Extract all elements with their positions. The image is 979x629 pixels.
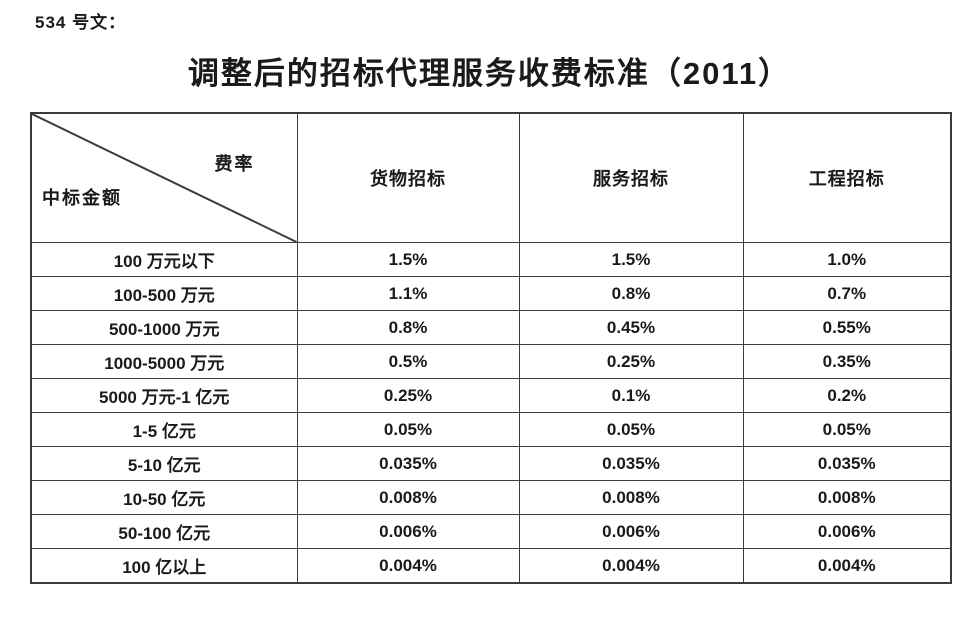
cell-goods-rate: 0.25% [296, 378, 520, 413]
cell-works-rate: 0.035% [742, 446, 952, 481]
row-label: 500-1000 万元 [30, 310, 298, 345]
cell-service-rate: 0.008% [518, 480, 744, 515]
table-row: 1-5 亿元 0.05% 0.05% 0.05% [30, 412, 952, 447]
table-row: 1000-5000 万元 0.5% 0.25% 0.35% [30, 344, 952, 379]
column-header-service: 服务招标 [518, 112, 744, 243]
cell-service-rate: 0.45% [518, 310, 744, 345]
table-row: 50-100 亿元 0.006% 0.006% 0.006% [30, 514, 952, 549]
cell-goods-rate: 0.035% [296, 446, 520, 481]
table-row: 100 万元以下 1.5% 1.5% 1.0% [30, 242, 952, 277]
cell-goods-rate: 1.1% [296, 276, 520, 311]
row-label: 50-100 亿元 [30, 514, 298, 549]
cell-works-rate: 1.0% [742, 242, 952, 277]
table-row: 10-50 亿元 0.008% 0.008% 0.008% [30, 480, 952, 515]
cell-service-rate: 0.25% [518, 344, 744, 379]
cell-works-rate: 0.2% [742, 378, 952, 413]
cell-works-rate: 0.004% [742, 548, 952, 584]
corner-label-amount: 中标金额 [42, 188, 122, 208]
row-label: 5-10 亿元 [30, 446, 298, 481]
column-header-works: 工程招标 [742, 112, 952, 243]
cell-goods-rate: 0.006% [296, 514, 520, 549]
cell-service-rate: 1.5% [518, 242, 744, 277]
doc-number-label: 534 号文： [35, 13, 127, 32]
cell-service-rate: 0.006% [518, 514, 744, 549]
row-label: 100-500 万元 [30, 276, 298, 311]
row-label: 1-5 亿元 [30, 412, 298, 447]
row-label: 5000 万元-1 亿元 [30, 378, 298, 413]
fee-rate-table: 费率 中标金额 货物招标 服务招标 工程招标 100 万元以下 1.5% 1.5… [30, 112, 952, 584]
cell-works-rate: 0.05% [742, 412, 952, 447]
cell-service-rate: 0.8% [518, 276, 744, 311]
table-row: 500-1000 万元 0.8% 0.45% 0.55% [30, 310, 952, 345]
cell-goods-rate: 0.004% [296, 548, 520, 584]
diagonal-divider-line [32, 114, 297, 242]
cell-goods-rate: 0.5% [296, 344, 520, 379]
cell-goods-rate: 0.8% [296, 310, 520, 345]
cell-goods-rate: 0.05% [296, 412, 520, 447]
row-label: 100 亿以上 [30, 548, 298, 584]
corner-label-rate: 费率 [214, 154, 255, 174]
cell-works-rate: 0.7% [742, 276, 952, 311]
table-row: 5000 万元-1 亿元 0.25% 0.1% 0.2% [30, 378, 952, 413]
cell-works-rate: 0.35% [742, 344, 952, 379]
cell-goods-rate: 0.008% [296, 480, 520, 515]
row-label: 100 万元以下 [30, 242, 298, 277]
table-header-row: 费率 中标金额 货物招标 服务招标 工程招标 [30, 112, 952, 243]
table-row: 5-10 亿元 0.035% 0.035% 0.035% [30, 446, 952, 481]
page-title: 调整后的招标代理服务收费标准（2011） [187, 56, 792, 91]
column-header-goods: 货物招标 [296, 112, 520, 243]
cell-works-rate: 0.008% [742, 480, 952, 515]
cell-works-rate: 0.006% [742, 514, 952, 549]
diagonal-header-cell: 费率 中标金额 [30, 112, 298, 243]
cell-service-rate: 0.1% [518, 378, 744, 413]
cell-works-rate: 0.55% [742, 310, 952, 345]
cell-service-rate: 0.004% [518, 548, 744, 584]
cell-goods-rate: 1.5% [296, 242, 520, 277]
table-row: 100-500 万元 1.1% 0.8% 0.7% [30, 276, 952, 311]
row-label: 1000-5000 万元 [30, 344, 298, 379]
cell-service-rate: 0.035% [518, 446, 744, 481]
cell-service-rate: 0.05% [518, 412, 744, 447]
row-label: 10-50 亿元 [30, 480, 298, 515]
table-row: 100 亿以上 0.004% 0.004% 0.004% [30, 548, 952, 584]
